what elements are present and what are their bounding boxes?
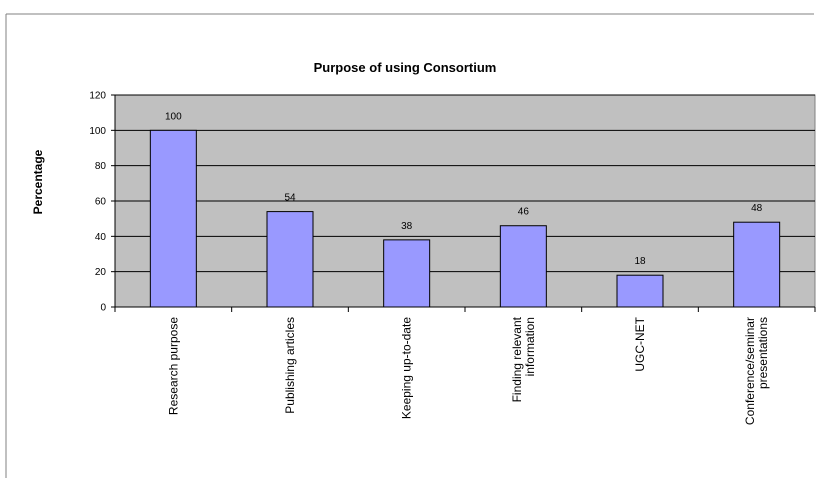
data-labels: 100 54 38 46 18 48 [165, 111, 763, 267]
category-label: UGC-NET [633, 316, 647, 371]
y-tick-label: 0 [100, 303, 106, 314]
chart-title: Purpose of using Consortium [314, 60, 497, 75]
bar [616, 274, 664, 308]
y-tick-label: 100 [89, 126, 106, 137]
bar [733, 221, 781, 308]
category-label: Research purpose [166, 317, 180, 415]
y-axis-label: Percentage [31, 149, 45, 214]
y-tick-label: 120 [89, 91, 106, 102]
category-label: Publishing articles [283, 317, 297, 414]
category-label: Keeping up-to-date [400, 317, 414, 419]
y-tick-label: 20 [95, 267, 107, 278]
category-label: Conference/seminar [743, 317, 757, 425]
y-tick-label: 40 [95, 232, 107, 243]
gridlines [115, 94, 815, 273]
data-label: 18 [634, 256, 646, 267]
category-labels: Research purpose Publishing articles Keepi… [166, 316, 770, 425]
data-label: 48 [751, 203, 763, 214]
y-axis-ticks: 0 20 40 60 80 100 120 [89, 91, 115, 314]
bar [499, 225, 547, 308]
category-label: information [523, 317, 537, 376]
data-label: 100 [165, 111, 182, 122]
bar [149, 129, 197, 308]
x-axis-ticks [114, 307, 816, 312]
y-tick-label: 80 [95, 161, 107, 172]
category-label: presentations [756, 317, 770, 389]
category-label: Finding relevant [510, 316, 524, 402]
bar [266, 211, 314, 308]
data-label: 54 [284, 193, 296, 204]
y-tick-label: 60 [95, 197, 107, 208]
data-label: 38 [401, 221, 413, 232]
data-label: 46 [518, 207, 530, 218]
bar [383, 239, 431, 308]
bars [149, 129, 781, 308]
